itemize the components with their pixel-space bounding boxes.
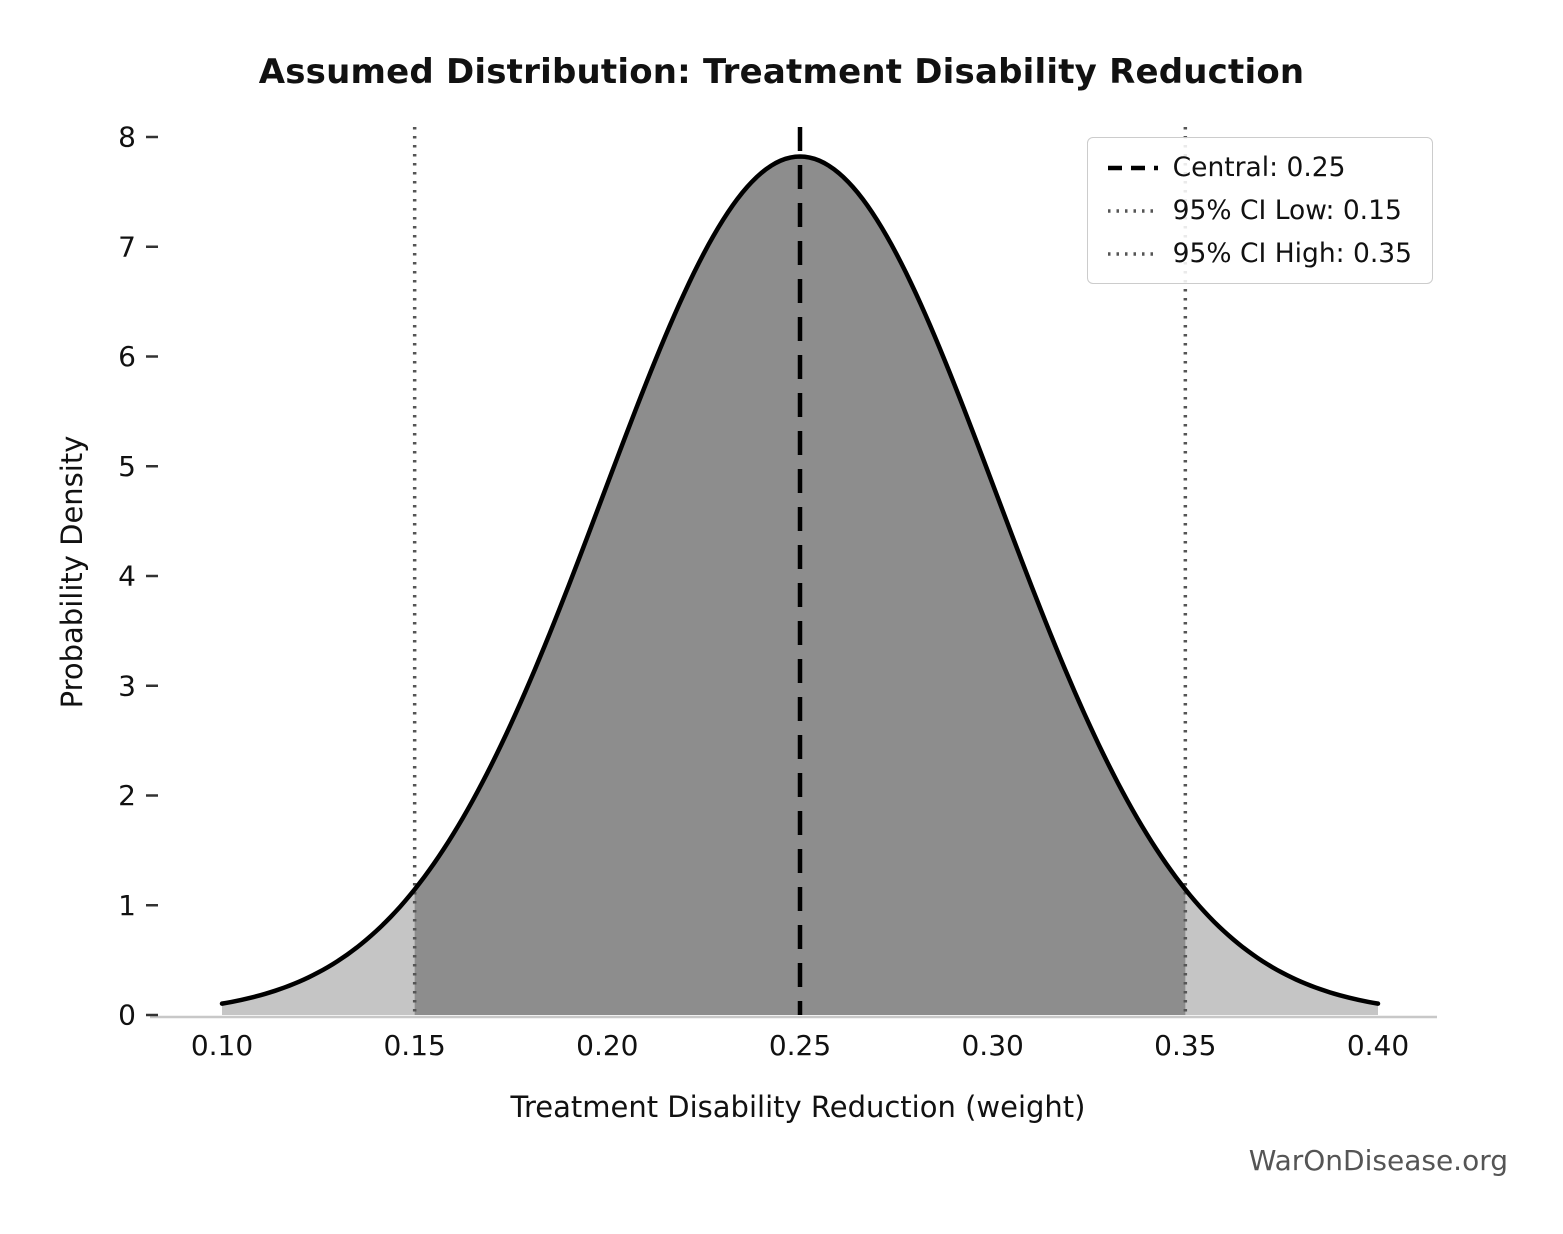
x-tick-label: 0.40 (1347, 1029, 1409, 1062)
y-tick-label: 7 (118, 230, 136, 263)
y-tick-label: 2 (118, 779, 136, 812)
density-curve (219, 154, 1381, 1006)
y-tick-label: 0 (118, 999, 136, 1032)
x-tick-label: 0.30 (961, 1029, 1023, 1062)
x-tick-label: 0.35 (1154, 1029, 1216, 1062)
x-tick-label: 0.25 (769, 1029, 831, 1062)
y-tick-label: 6 (118, 340, 136, 373)
legend-item-label: 95% CI High: 0.35 (1172, 238, 1412, 269)
dotted-line-icon (1107, 208, 1158, 213)
x-tick-label: 0.15 (383, 1029, 445, 1062)
dotted-line-icon (1107, 251, 1158, 256)
y-tick-label: 5 (118, 450, 136, 483)
legend: Central: 0.25 95% CI Low: 0.15 95% CI High… (1086, 137, 1433, 284)
watermark: WarOnDisease.org (1248, 1144, 1508, 1177)
legend-item-label: Central: 0.25 (1172, 152, 1346, 183)
legend-item: 95% CI High: 0.35 (1107, 238, 1412, 269)
x-axis-label: Treatment Disability Reduction (weight) (510, 1090, 1086, 1124)
y-axis-label: Probability Density (55, 435, 89, 709)
x-tick-label: 0.10 (191, 1029, 253, 1062)
y-tick-label: 1 (118, 889, 136, 922)
legend-item-label: 95% CI Low: 0.15 (1172, 195, 1402, 226)
chart-title: Assumed Distribution: Treatment Disabili… (258, 52, 1305, 92)
legend-item: Central: 0.25 (1107, 152, 1412, 183)
y-tick-label: 3 (118, 669, 136, 702)
dashed-line-icon (1107, 165, 1158, 170)
legend-item: 95% CI Low: 0.15 (1107, 195, 1412, 226)
x-tick-label: 0.20 (576, 1029, 638, 1062)
y-tick-label: 4 (118, 560, 136, 593)
y-tick-label: 8 (118, 121, 136, 154)
